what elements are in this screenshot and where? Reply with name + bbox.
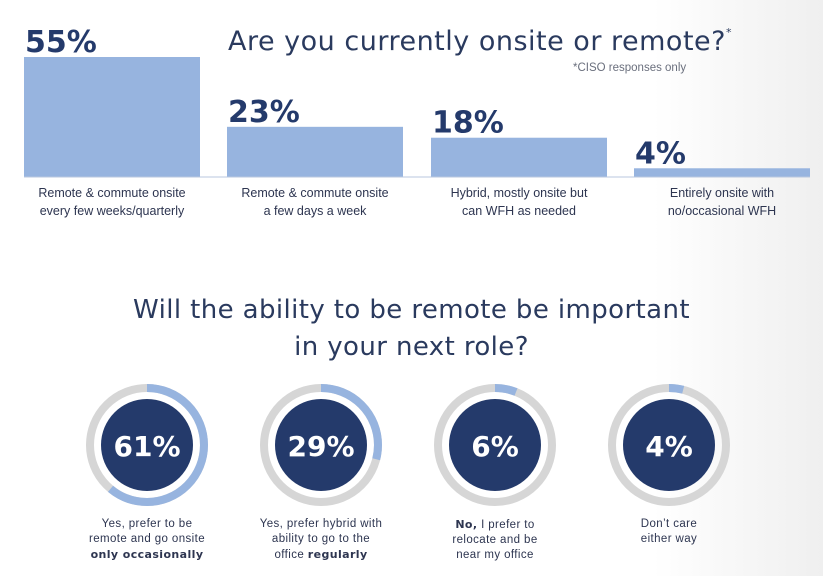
donut-category-label-1: Yes, prefer to be remote and go onsite onl…: [88, 518, 206, 561]
bar-value-label-4: 4%: [635, 136, 686, 171]
donut-fill-3: [434, 384, 556, 506]
donut-center-3: [449, 399, 541, 491]
bar-chart: 55% 23% 18% 4%: [24, 25, 810, 178]
footnote: *CISO responses only: [573, 62, 687, 74]
bar-category-label-4: Entirely onsite with no/occasional WFH: [667, 186, 777, 218]
bar-1: [24, 57, 200, 177]
bar-value-label-2: 23%: [228, 95, 300, 130]
donut-fill-2: [260, 384, 382, 506]
donut-center-4: [623, 399, 715, 491]
donut-fill-4: [608, 384, 730, 506]
donut-center-2: [275, 399, 367, 491]
bar-3: [431, 137, 607, 177]
donut-value-label-2: 29%: [287, 430, 354, 463]
bar-chart-title: Are you currently onsite or remote?*: [228, 26, 732, 57]
bar-value-label-3: 18%: [432, 106, 504, 141]
bar-category-label-2: Remote & commute onsite a few days a wee…: [241, 186, 389, 218]
bar-2: [227, 126, 403, 177]
bar-value-label-1: 55%: [25, 25, 97, 60]
bar-category-label-3: Hybrid, mostly onsite but can WFH as nee…: [450, 186, 588, 218]
donut-chart-title: Will the ability to be remote be importa…: [133, 295, 690, 362]
donut-category-label-2: Yes, prefer hybrid with ability to go to …: [259, 518, 383, 561]
donut-value-label-3: 6%: [471, 430, 519, 463]
donut-fill-1: [86, 384, 208, 506]
donut-center-1: [101, 399, 193, 491]
donut-value-label-4: 4%: [645, 430, 693, 463]
bar-category-label-1: Remote & commute onsite every few weeks/…: [38, 186, 186, 218]
bar-4: [634, 168, 810, 177]
donut-category-label-3: No, I prefer to relocate and be near my of…: [452, 518, 538, 561]
donut-value-label-1: 61%: [113, 430, 180, 463]
donut-category-label-4: Don’t care either way: [640, 518, 698, 545]
